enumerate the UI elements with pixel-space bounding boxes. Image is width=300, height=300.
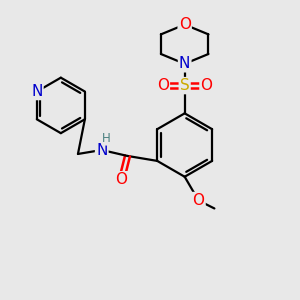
Text: O: O — [116, 172, 128, 187]
Text: N: N — [96, 142, 107, 158]
Text: O: O — [179, 17, 191, 32]
Text: N: N — [179, 56, 190, 71]
Text: O: O — [193, 193, 205, 208]
Text: O: O — [157, 78, 169, 93]
Text: S: S — [180, 78, 190, 93]
Text: H: H — [102, 132, 111, 145]
Text: O: O — [200, 78, 212, 93]
Text: N: N — [31, 84, 43, 99]
